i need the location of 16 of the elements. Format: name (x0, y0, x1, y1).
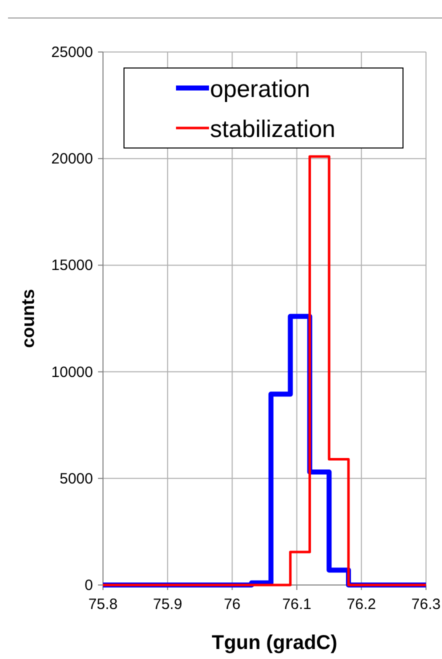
x-axis-title: Tgun (gradC) (212, 632, 338, 654)
y-tick-label: 5000 (60, 470, 93, 488)
x-tick-label: 75.8 (88, 596, 118, 613)
x-tick-label: 76.2 (346, 596, 376, 613)
y-tick-label: 10000 (51, 364, 93, 381)
x-tick-label: 75.9 (153, 596, 182, 613)
y-axis-title: counts (18, 288, 38, 348)
y-tick-label: 20000 (51, 150, 93, 168)
y-tick-label: 15000 (51, 257, 93, 274)
x-tick-label: 76 (224, 596, 241, 613)
y-tick-label: 25000 (51, 44, 93, 61)
x-tick-label: 76.1 (282, 596, 312, 613)
legend-label: stabilization (210, 116, 336, 143)
y-tick-label: 0 (84, 577, 93, 594)
legend-label: operation (210, 76, 310, 103)
x-tick-label: 76.3 (411, 596, 441, 613)
